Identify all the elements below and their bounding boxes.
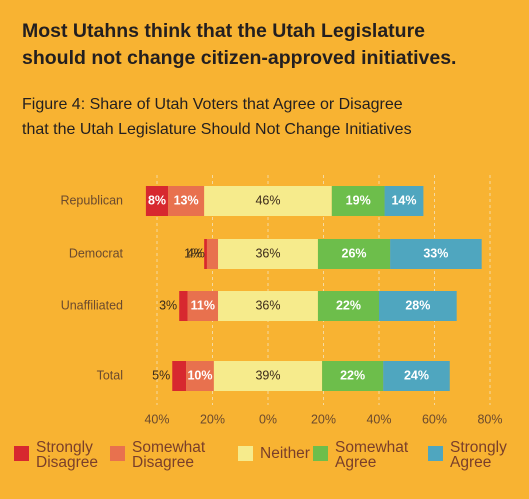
- value-label: 8%: [148, 193, 166, 207]
- value-label: 28%: [405, 298, 430, 312]
- x-tick-label: 40%: [366, 412, 391, 426]
- value-label: 36%: [255, 246, 280, 260]
- bar-segment: [317, 291, 379, 321]
- value-label: 14%: [391, 193, 416, 207]
- bar-segment: [187, 291, 219, 321]
- x-tick-label: 40%: [144, 412, 169, 426]
- legend-swatch: [428, 446, 443, 461]
- value-label: 13%: [174, 193, 199, 207]
- value-label: 26%: [342, 246, 367, 260]
- value-label: 22%: [340, 368, 365, 382]
- legend-swatch: [14, 446, 29, 461]
- bar-segment: [384, 186, 424, 216]
- x-tick-label: 60%: [422, 412, 447, 426]
- bar-segment: [204, 186, 332, 216]
- legend-swatch: [238, 446, 253, 461]
- value-label: 22%: [336, 298, 361, 312]
- chart-title: Most Utahns think that the Utah Legislat…: [22, 20, 457, 69]
- bar-segment: [168, 186, 205, 216]
- x-tick-label: 0%: [259, 412, 277, 426]
- legend-label: Somewhat Agree: [335, 439, 409, 471]
- bar-segment: [322, 361, 384, 391]
- value-label: 3%: [159, 298, 177, 312]
- bar-segment: [213, 361, 323, 391]
- bar-segment: [390, 239, 482, 269]
- value-label: 10%: [187, 368, 212, 382]
- legend-label: Somewhat Disagree: [132, 439, 206, 471]
- bar-segment: [204, 239, 207, 269]
- legend-label: Strongly Agree: [450, 439, 507, 471]
- legend-label: Neither: [260, 445, 310, 462]
- x-tick-label: 80%: [477, 412, 502, 426]
- value-label: 46%: [255, 193, 280, 207]
- y-tick-label: Total: [97, 368, 123, 382]
- y-tick-label: Democrat: [69, 246, 124, 260]
- value-label: 4%: [187, 246, 205, 260]
- bar-segment: [379, 291, 457, 321]
- value-label: 11%: [191, 298, 215, 312]
- bar-segment: [383, 361, 450, 391]
- legend-swatch: [110, 446, 125, 461]
- bar-segment: [145, 186, 169, 216]
- bar-segment: [179, 291, 188, 321]
- bar-segment: [206, 239, 219, 269]
- value-label: 1%: [184, 246, 202, 260]
- value-label: 19%: [346, 193, 371, 207]
- y-tick-label: Republican: [60, 193, 123, 207]
- legend-swatch: [313, 446, 328, 461]
- x-tick-label: 20%: [200, 412, 225, 426]
- chart-subtitle: Figure 4: Share of Utah Voters that Agre…: [22, 96, 412, 138]
- bar-segment: [331, 186, 385, 216]
- bar-segment: [218, 239, 318, 269]
- value-label: 36%: [255, 298, 280, 312]
- bar-segment: [317, 239, 391, 269]
- value-label: 39%: [255, 368, 280, 382]
- bar-segment: [186, 361, 214, 391]
- value-label: 33%: [423, 246, 448, 260]
- value-label: 24%: [404, 368, 429, 382]
- bar-segment: [172, 361, 187, 391]
- value-label: 5%: [152, 368, 170, 382]
- x-tick-label: 20%: [311, 412, 336, 426]
- legend-label: Strongly Disagree: [36, 439, 99, 471]
- bar-segment: [218, 291, 318, 321]
- y-tick-label: Unaffiliated: [61, 298, 123, 312]
